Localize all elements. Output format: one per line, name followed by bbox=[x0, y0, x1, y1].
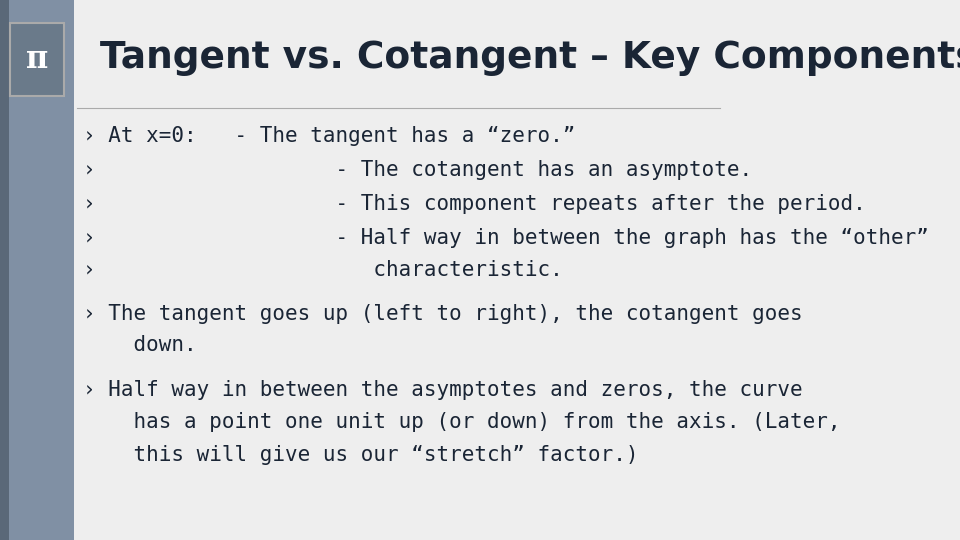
Text: ›                   - The cotangent has an asymptote.: › - The cotangent has an asymptote. bbox=[84, 160, 753, 180]
Text: ›                      characteristic.: › characteristic. bbox=[84, 260, 563, 280]
Text: has a point one unit up (or down) from the axis. (Later,: has a point one unit up (or down) from t… bbox=[84, 412, 841, 433]
FancyBboxPatch shape bbox=[11, 23, 64, 96]
Text: ›                   - Half way in between the graph has the “other”: › - Half way in between the graph has th… bbox=[84, 228, 929, 248]
Text: › Half way in between the asymptotes and zeros, the curve: › Half way in between the asymptotes and… bbox=[84, 380, 803, 400]
FancyBboxPatch shape bbox=[9, 0, 74, 540]
FancyBboxPatch shape bbox=[0, 0, 9, 540]
Text: › The tangent goes up (left to right), the cotangent goes: › The tangent goes up (left to right), t… bbox=[84, 304, 803, 325]
Text: › At x=0:   - The tangent has a “zero.”: › At x=0: - The tangent has a “zero.” bbox=[84, 126, 576, 146]
Text: this will give us our “stretch” factor.): this will give us our “stretch” factor.) bbox=[84, 444, 638, 465]
Text: down.: down. bbox=[84, 334, 197, 355]
Text: Tangent vs. Cotangent – Key Components: Tangent vs. Cotangent – Key Components bbox=[100, 40, 960, 76]
Text: π: π bbox=[26, 44, 48, 76]
Text: ›                   - This component repeats after the period.: › - This component repeats after the per… bbox=[84, 194, 866, 214]
